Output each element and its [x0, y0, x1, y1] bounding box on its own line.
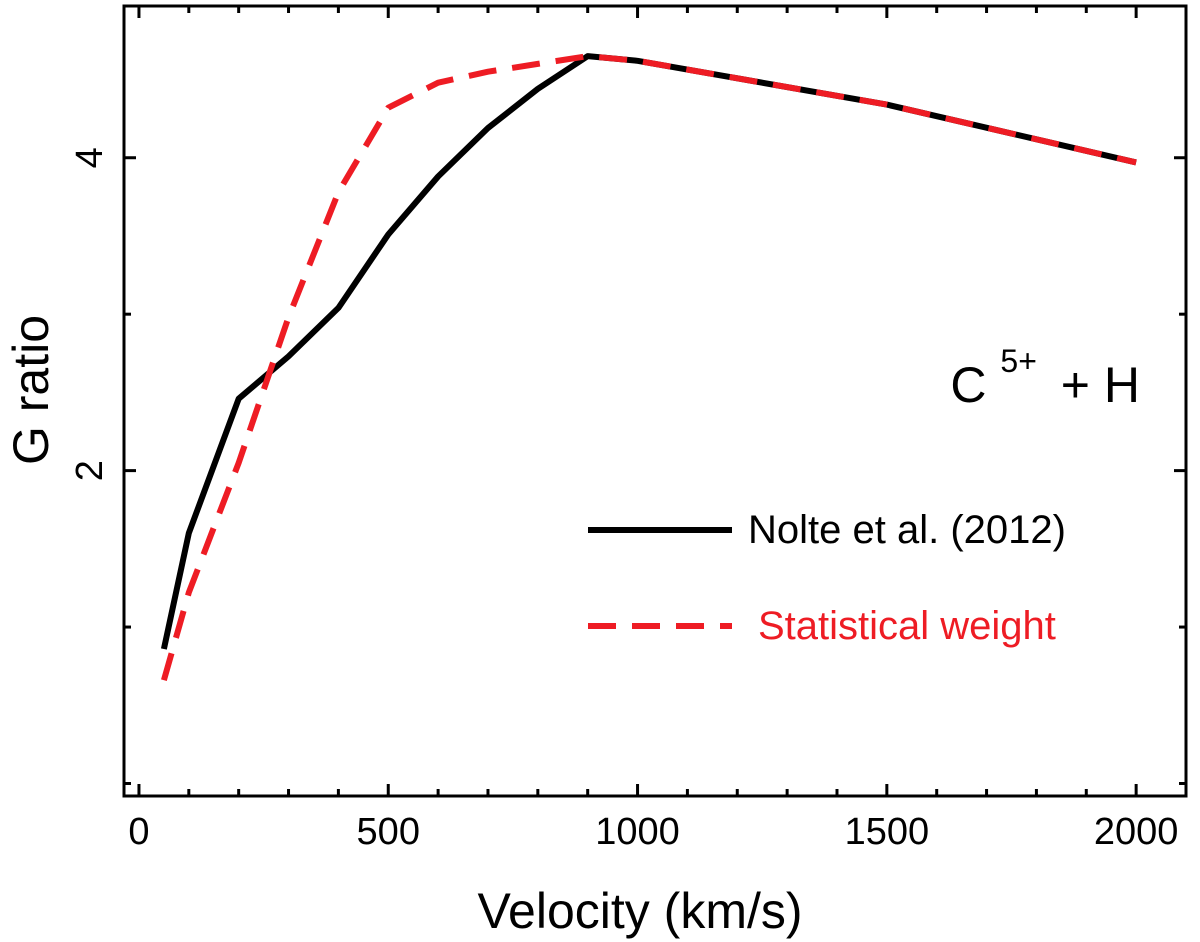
- chart-annotation: C 5+ + H: [950, 327, 1140, 413]
- annotation-suffix: + H: [1061, 357, 1140, 413]
- legend: Nolte et al. (2012) Statistical weight: [588, 508, 1066, 648]
- legend-label-nolte: Nolte et al. (2012): [748, 508, 1066, 552]
- y-tick-label: 2: [69, 460, 111, 481]
- y-axis-title: G ratio: [3, 315, 59, 465]
- x-axis-title: Velocity (km/s): [477, 883, 802, 939]
- series-line-nolte: [160, 53, 1137, 650]
- annotation-base: C: [950, 357, 986, 413]
- y-tick-label: 4: [69, 147, 111, 168]
- series-line-statistical-weight: [161, 53, 1137, 682]
- x-tick-label: 0: [128, 811, 149, 853]
- x-tick-label: 1000: [595, 811, 680, 853]
- x-tick-label: 1500: [845, 811, 930, 853]
- series-lines: [160, 53, 1137, 682]
- annotation-superscript: 5+: [1000, 343, 1036, 379]
- legend-label-statistical: Statistical weight: [758, 604, 1056, 648]
- axis-ticks: [124, 6, 1186, 796]
- x-tick-label: 500: [357, 811, 420, 853]
- plot-frame: [122, 4, 1188, 798]
- x-tick-label: 2000: [1094, 811, 1179, 853]
- tick-labels: 0 500 1000 1500 2000 2 4: [69, 147, 1178, 853]
- plot-border: [122, 4, 1188, 798]
